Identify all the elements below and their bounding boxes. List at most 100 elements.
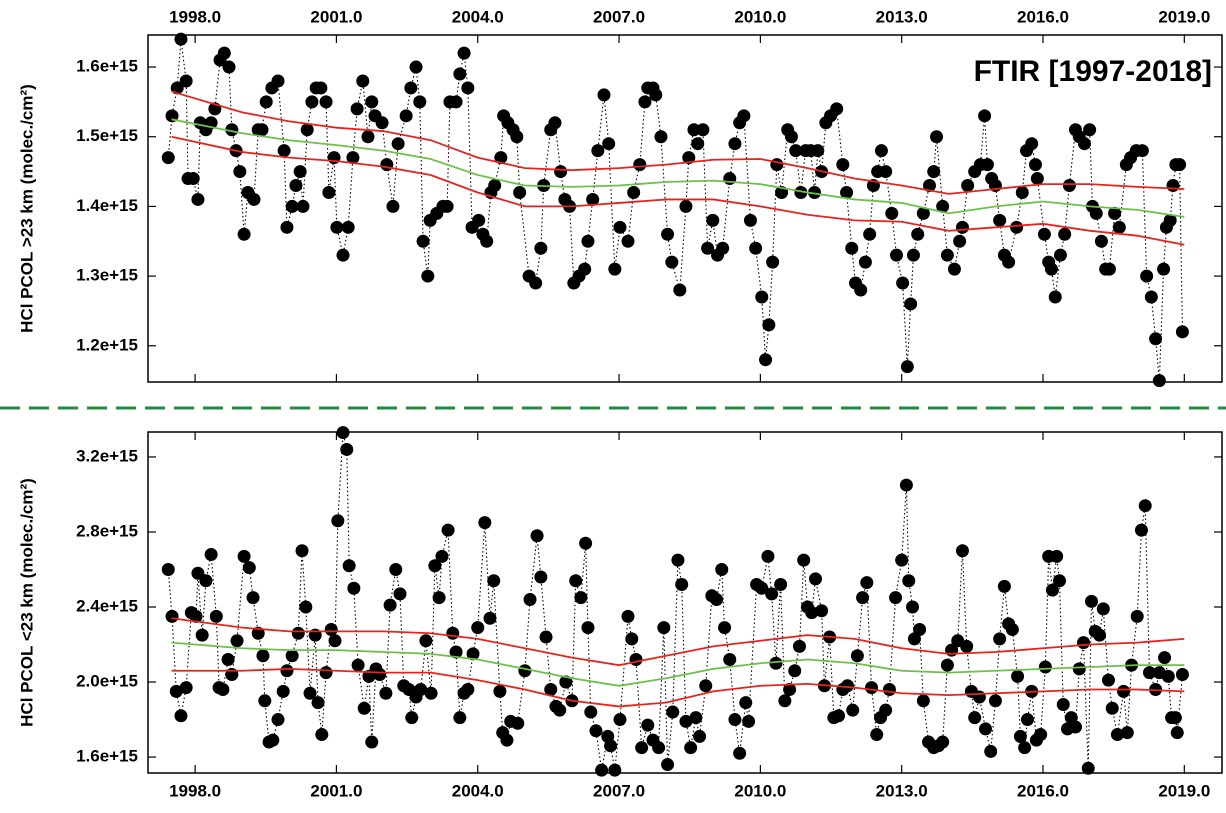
data-point: [1175, 668, 1189, 682]
data-point: [1034, 728, 1048, 742]
data-point: [689, 711, 703, 725]
y-axis-label: HCl PCOL >23 km (molec./cm²): [17, 84, 36, 333]
data-point: [315, 728, 329, 742]
data-point: [296, 199, 310, 213]
data-point: [870, 728, 884, 742]
data-point: [728, 137, 742, 151]
data-point: [271, 74, 285, 88]
data-point: [789, 144, 803, 158]
data-point: [889, 591, 903, 605]
x-tick-label: 2004.0: [452, 7, 504, 26]
data-point: [715, 562, 729, 576]
data-point: [936, 735, 950, 749]
data-point: [174, 32, 188, 46]
plot-frame: [147, 431, 1223, 774]
data-point: [679, 714, 693, 728]
data-point: [1135, 144, 1149, 158]
x-tick-label: 2019.0: [1158, 7, 1210, 26]
x-tick-label: 2001.0: [310, 7, 362, 26]
x-tick-label: 2019.0: [1158, 781, 1210, 800]
data-point: [808, 185, 822, 199]
data-point: [391, 137, 405, 151]
data-point: [453, 711, 467, 725]
data-point: [285, 199, 299, 213]
data-point: [1093, 628, 1107, 642]
data-point: [1161, 669, 1175, 683]
x-tick-label: 2016.0: [1017, 7, 1069, 26]
data-point: [222, 60, 236, 74]
data-point: [230, 634, 244, 648]
data-point: [652, 741, 666, 755]
data-point: [340, 442, 354, 456]
plot-frame: [147, 34, 1223, 383]
data-point: [375, 116, 389, 130]
data-point: [259, 95, 273, 109]
data-point: [453, 67, 467, 81]
data-point: [739, 696, 753, 710]
data-point: [351, 658, 365, 672]
data-point: [706, 213, 720, 227]
x-tick-label: 2007.0: [593, 7, 645, 26]
data-point: [693, 729, 707, 743]
data-point: [409, 60, 423, 74]
data-point: [1083, 123, 1097, 137]
data-point: [393, 587, 407, 601]
data-point: [589, 724, 603, 738]
data-point: [1048, 290, 1062, 304]
data-point: [955, 544, 969, 558]
y-tick-label: 2.8e+15: [76, 521, 138, 540]
data-point: [1096, 602, 1110, 616]
data-point: [1028, 158, 1042, 172]
x-tick-label: 2013.0: [876, 781, 928, 800]
data-point: [342, 559, 356, 573]
data-point: [414, 683, 428, 697]
data-point: [1117, 684, 1131, 698]
data-point: [1130, 609, 1144, 623]
data-point: [179, 74, 193, 88]
data-point: [597, 88, 611, 102]
y-tick-label: 1.2e+15: [76, 335, 138, 354]
data-point: [191, 192, 205, 206]
data-point: [960, 639, 974, 653]
y-tick-label: 1.5e+15: [76, 126, 138, 145]
data-point: [237, 227, 251, 241]
data-point: [718, 621, 732, 635]
data-point: [602, 137, 616, 151]
data-point: [1018, 741, 1032, 755]
data-point: [322, 185, 336, 199]
data-point: [1138, 499, 1152, 513]
data-point: [1085, 594, 1099, 608]
data-point: [916, 694, 930, 708]
data-point: [710, 592, 724, 606]
data-point: [319, 95, 333, 109]
data-point: [513, 185, 527, 199]
data-point: [233, 165, 247, 179]
data-point: [1052, 574, 1066, 588]
data-point: [266, 733, 280, 747]
data-point: [553, 703, 567, 717]
data-point: [511, 716, 525, 730]
data-point: [953, 234, 967, 248]
data-point: [389, 562, 403, 576]
data-point: [336, 248, 350, 262]
data-point: [629, 653, 643, 667]
data-point: [199, 574, 213, 588]
data-point: [280, 664, 294, 678]
data-point: [743, 213, 757, 227]
chart-title: FTIR [1997-2018]: [974, 55, 1212, 88]
data-point: [1015, 185, 1029, 199]
data-point: [627, 185, 641, 199]
data-point: [1140, 269, 1154, 283]
data-point: [657, 621, 671, 635]
data-point: [997, 579, 1011, 593]
data-point: [523, 592, 537, 606]
data-point: [584, 705, 598, 719]
data-point: [890, 248, 904, 262]
data-point: [661, 227, 675, 241]
data-point: [330, 220, 344, 234]
data-point: [578, 262, 592, 276]
data-point: [675, 577, 689, 591]
data-point: [1037, 227, 1051, 241]
data-point: [209, 609, 223, 623]
data-point: [687, 123, 701, 137]
